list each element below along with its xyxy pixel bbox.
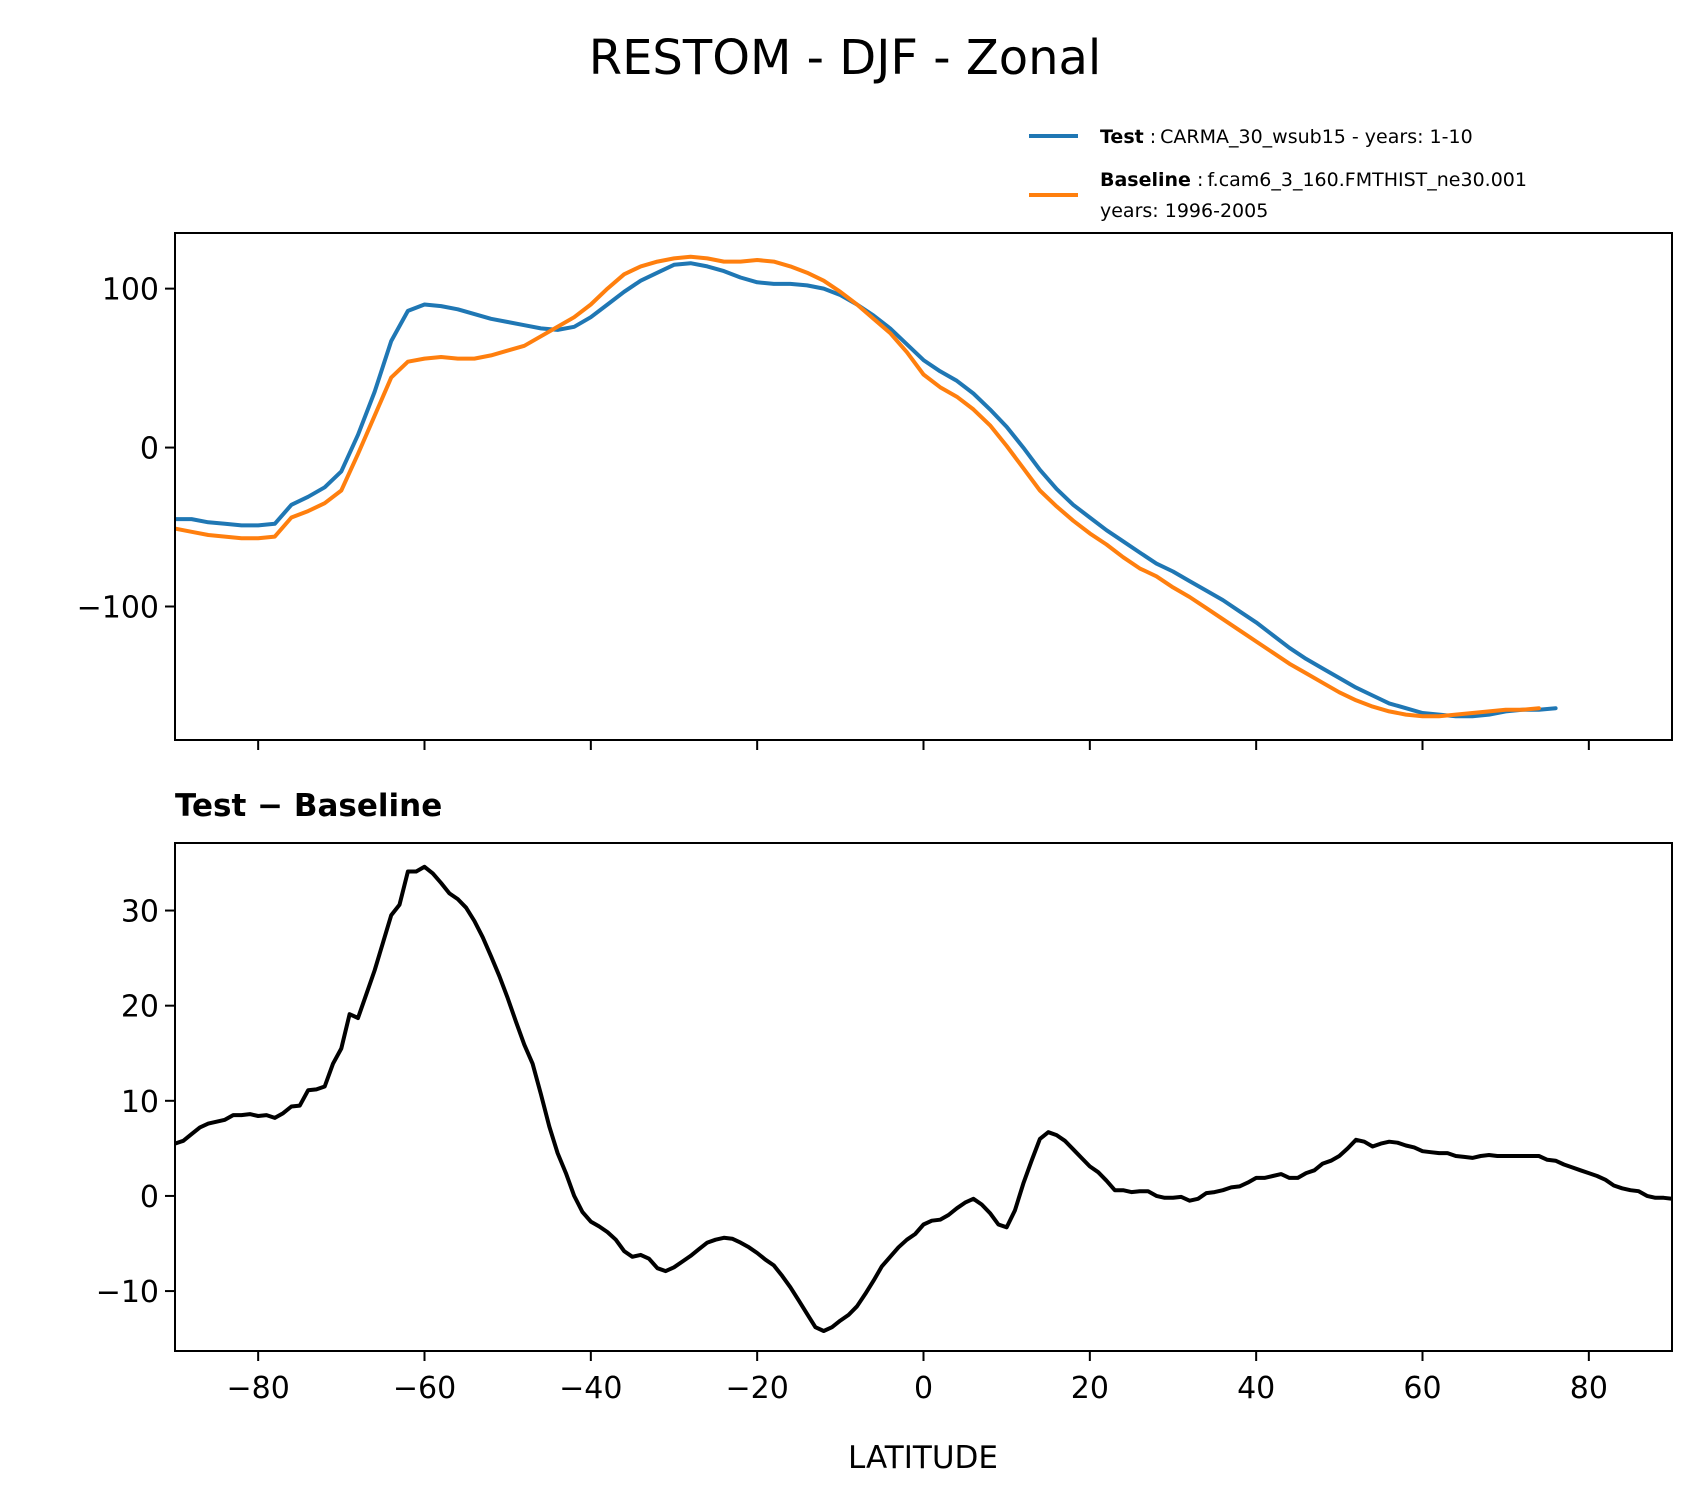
top-y-axis: −100 0 100	[77, 273, 175, 625]
y-tick-label: 20	[121, 990, 159, 1025]
x-tick-label: 60	[1403, 1371, 1441, 1406]
x-tick-label: 0	[914, 1371, 933, 1406]
x-tick-label: −40	[559, 1371, 622, 1406]
series-line-bottom-test-baseline	[175, 864, 1672, 1333]
y-tick-label: 0	[140, 432, 159, 467]
x-tick-label: 80	[1570, 1371, 1608, 1406]
y-tick-label: −100	[77, 590, 159, 625]
bottom-series-layer	[175, 864, 1672, 1333]
x-tick-label: 20	[1071, 1371, 1109, 1406]
x-tick-label: −80	[227, 1371, 290, 1406]
legend: Test: CARMA_30_wsub15 - years: 1-10 Basel…	[1010, 115, 1680, 230]
chart-title: RESTOM - DJF - Zonal	[589, 30, 1101, 86]
legend-entry-baseline-years: years: 1996-2005	[1100, 200, 1268, 222]
top-x-axis	[257, 740, 1590, 750]
bottom-y-axis: −10 0 10 20 30	[96, 895, 175, 1310]
legend-entry-test: Test: CARMA_30_wsub15 - years: 1-10	[1100, 126, 1473, 148]
bottom-panel: Test − Baseline −10 0 10 20 30 −80 −60 −40 −20 0…	[96, 788, 1673, 1476]
top-series-layer	[175, 254, 1558, 719]
bottom-panel-title: Test − Baseline	[175, 788, 442, 824]
y-tick-label: 100	[102, 273, 159, 308]
bottom-x-axis: −80 −60 −40 −20 0 20 40 60 80	[227, 1351, 1608, 1406]
y-tick-label: −10	[96, 1275, 159, 1310]
legend-entry-baseline: Baseline: f.cam6_3_160.FMTHIST_ne30.001	[1100, 169, 1527, 191]
x-tick-label: −20	[726, 1371, 789, 1406]
series-line-top-baseline	[175, 254, 1541, 719]
x-tick-label: −60	[393, 1371, 456, 1406]
y-tick-label: 10	[121, 1085, 159, 1120]
x-axis-label: LATITUDE	[848, 1440, 998, 1476]
legend-frame	[1010, 115, 1680, 230]
y-tick-label: 30	[121, 895, 159, 930]
x-tick-label: 40	[1237, 1371, 1275, 1406]
y-tick-label: 0	[140, 1180, 159, 1215]
top-panel: −100 0 100	[77, 232, 1673, 750]
